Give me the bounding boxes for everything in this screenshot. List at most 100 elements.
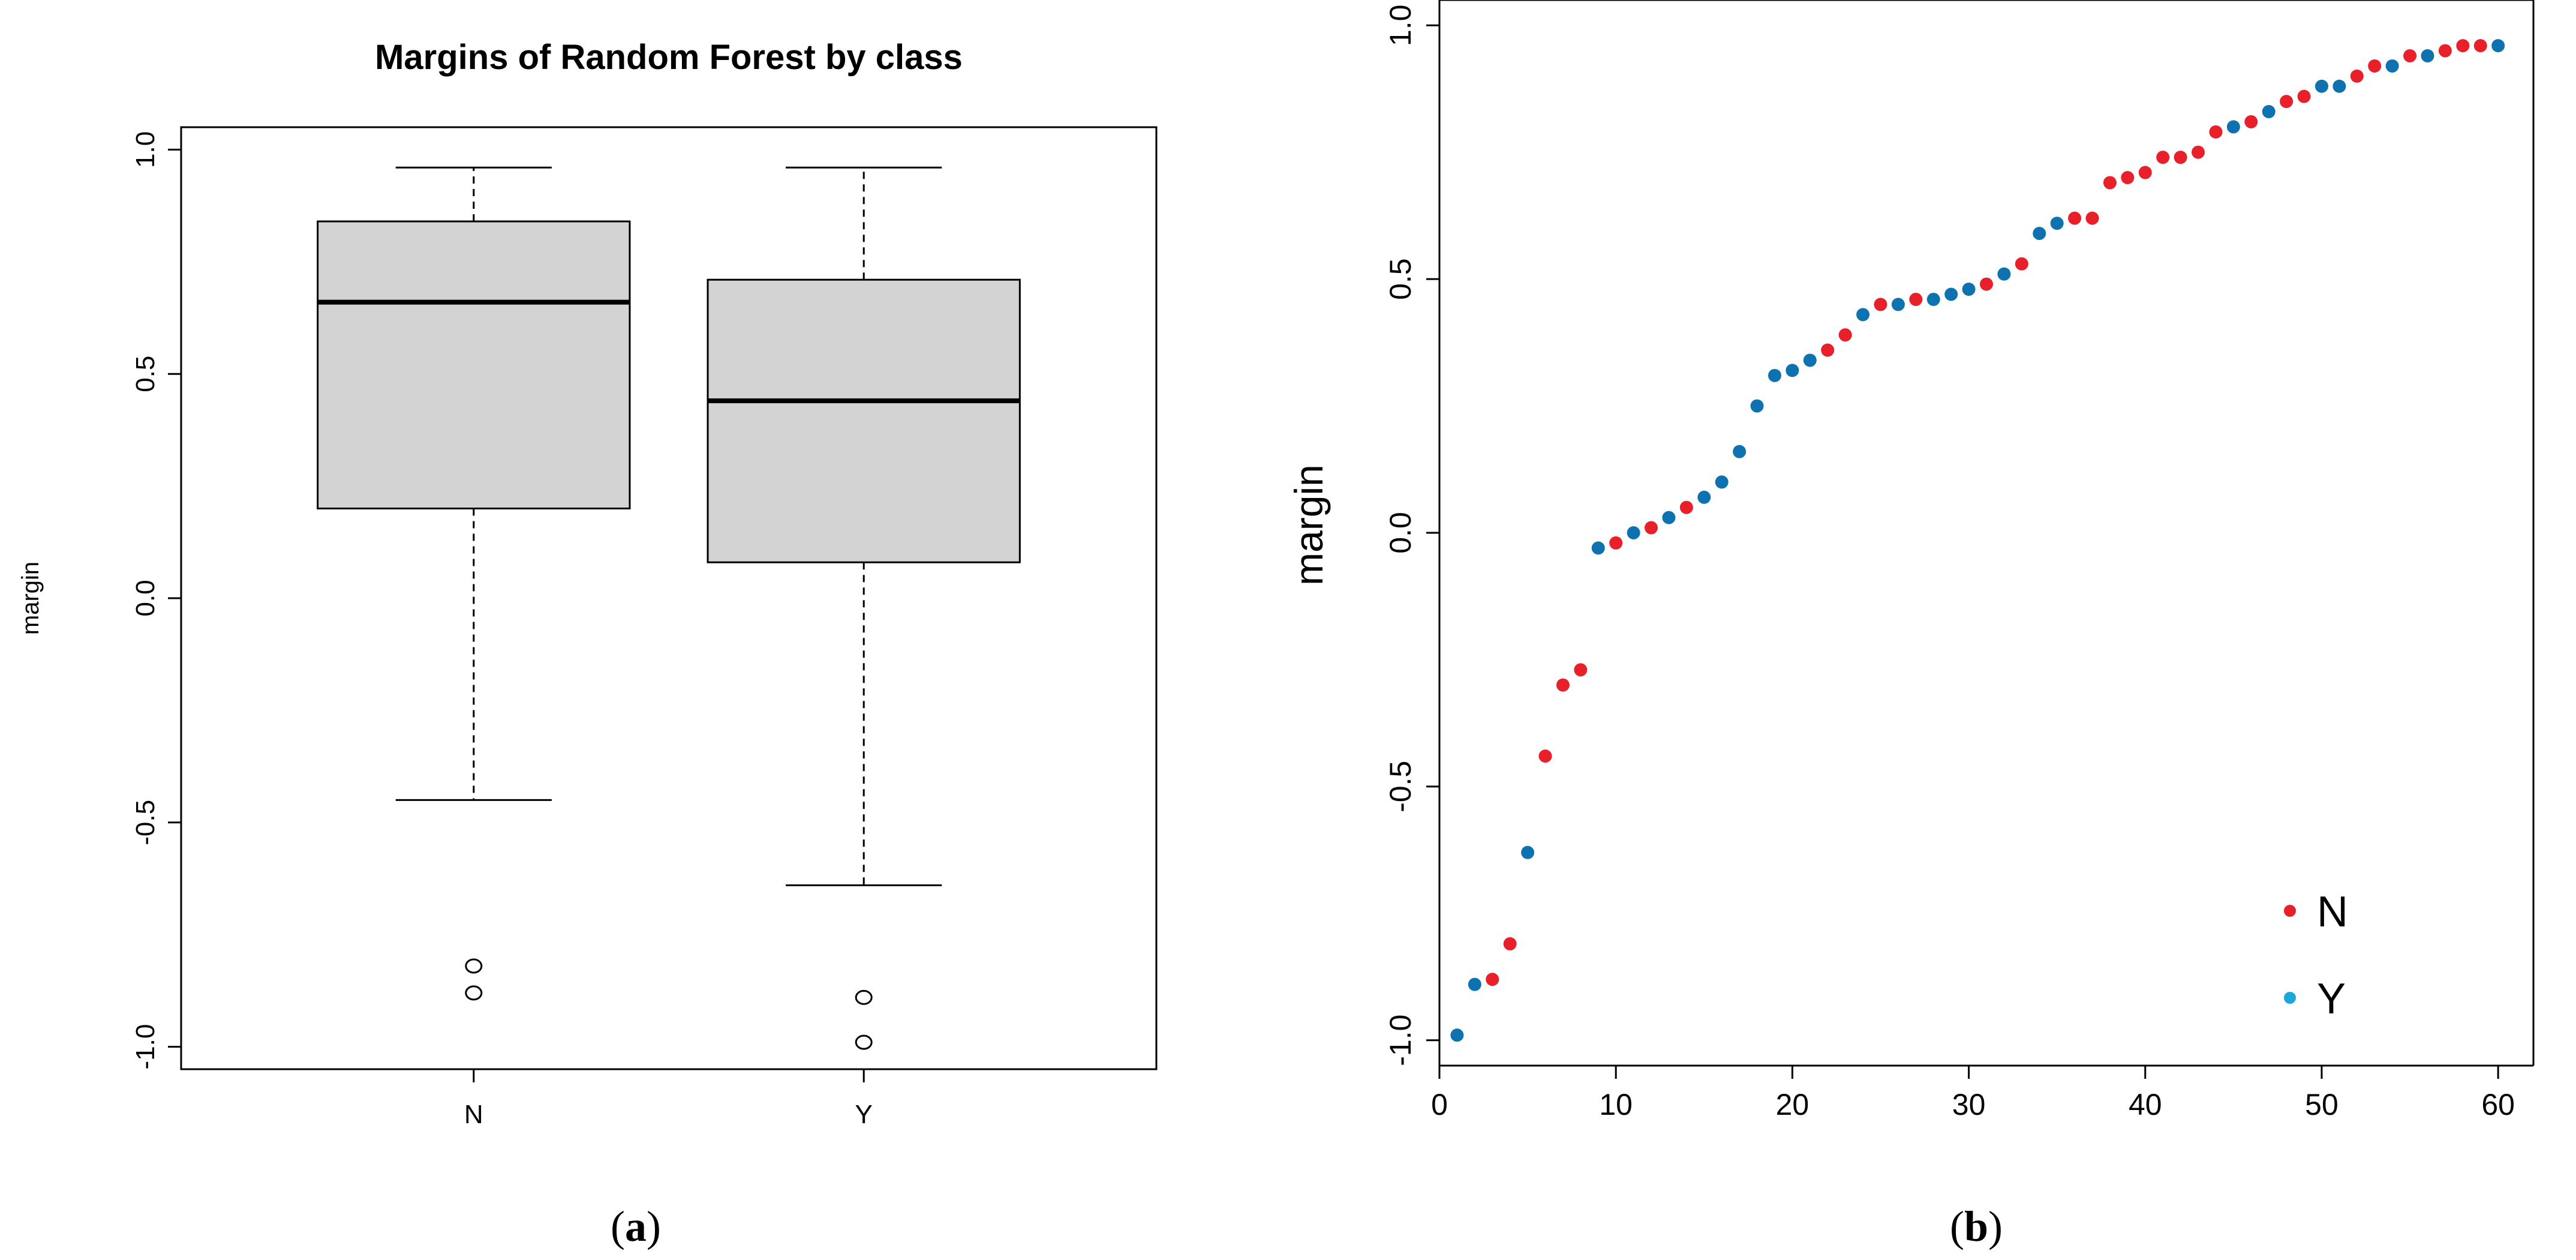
point-y [1856,308,1870,322]
point-n [1609,536,1623,550]
point-y [2332,79,2346,93]
panel-b-plot-area [1439,0,2533,1066]
legend-marker [2284,992,2296,1004]
panel-b-x-tick-label: 60 [2481,1088,2515,1121]
point-n [2209,125,2223,139]
panel-b-y-tick-label: 0.5 [1384,258,1417,300]
point-n [2015,257,2028,271]
panel-a-y-tick-label: 0.0 [131,580,160,616]
panel-b-points [1450,39,2505,1042]
point-n [2456,39,2470,53]
point-y [1591,541,1605,555]
panel-b-legend: NY [2284,888,2348,1023]
legend-entry-y: Y [2284,975,2346,1023]
point-n [2438,44,2452,58]
point-y [2050,217,2064,230]
point-n [2103,176,2117,190]
panel-a-y-tick-label: 1.0 [131,131,160,168]
point-n [1645,521,1658,535]
point-n [1556,678,1570,692]
point-n [2121,171,2135,184]
legend-label: Y [2317,975,2346,1023]
outlier-point [855,1034,873,1050]
panel-a-caption-letter: a [625,1202,647,1250]
panel-b-caption: (b) [1950,1202,2003,1250]
point-y [2262,105,2276,119]
legend-entry-n: N [2284,888,2348,936]
point-y [1803,353,1817,367]
point-n [1909,292,1923,306]
panel-b-y-tick-label: 0.0 [1384,512,1417,554]
point-n [1874,298,1887,311]
panel-a-caption: (a) [611,1202,661,1250]
point-y [1733,445,1747,458]
point-n [1838,328,1852,342]
panel-a-y-tick-label: 0.5 [131,356,160,392]
panel-a-title: Margins of Random Forest by class [375,38,963,77]
point-y [1715,475,1729,489]
point-y [2491,39,2505,53]
point-n [1679,500,1693,514]
point-y [1521,845,1535,859]
legend-marker [2284,905,2296,917]
panel-b-y-tick-label: -0.5 [1384,761,1417,812]
panel-b-y-axis-label: margin [1287,464,1331,586]
panel-a-y-tick-label: -0.5 [131,800,160,845]
point-n [1503,937,1517,951]
point-y [1662,511,1676,524]
point-y [2315,79,2328,93]
point-y [1997,267,2011,281]
point-n [2368,59,2382,73]
point-y [2033,227,2046,241]
point-y [2421,49,2434,63]
box-iqr [317,220,631,509]
point-y [1944,287,1958,301]
outlier-point [465,958,483,974]
point-n [2280,95,2294,109]
point-n [2403,49,2417,63]
point-y [1891,298,1905,311]
panel-b-x-tick-label: 10 [1599,1088,1633,1121]
panel-a-y-axis-label: margin [17,562,44,635]
panel-a-boxes [317,166,1021,1050]
point-y [1926,292,1940,306]
legend-label: N [2317,888,2348,936]
outlier-point [855,989,873,1005]
point-y [1697,490,1711,504]
panel-b-y-tick-label: -1.0 [1384,1015,1417,1066]
panel-b-y-tick-label: 1.0 [1384,5,1417,47]
point-n [1980,277,1993,291]
point-n [2350,69,2364,83]
panel-a-y-axis: -1.0 -0.5 0.0 0.5 1.0 [131,131,181,1070]
panel-a-boxplot: Margins of Random Forest by class -1.0 -0… [17,38,1158,1250]
point-n [2473,39,2487,53]
point-y [1962,283,1976,296]
panel-a-x-tick-label: N [464,1100,483,1129]
point-y [1750,399,1764,413]
panel-b-caption-letter: b [1964,1202,1988,1250]
point-n [1574,663,1588,677]
panel-a-y-tick-label: -1.0 [131,1024,160,1070]
point-y [1627,526,1640,539]
box-n [317,166,631,1001]
point-y [2226,120,2240,134]
point-n [2085,211,2099,225]
point-n [2297,89,2311,103]
point-y [1786,364,1799,377]
panel-b-scatter: -1.0 -0.5 0.0 0.5 1.0 0 10 20 30 40 50 60 margin N… [1287,0,2535,1250]
panel-b-x-tick-label: 40 [2129,1088,2162,1121]
point-y [1768,368,1781,382]
point-n [2138,166,2152,179]
panel-b-x-tick-label: 0 [1431,1088,1448,1121]
point-n [2174,151,2187,164]
point-y [2385,59,2399,73]
panel-b-x-tick-label: 20 [1776,1088,1809,1121]
point-n [2068,211,2082,225]
box-y [707,166,1021,1050]
point-n [2244,115,2258,128]
point-n [2156,151,2170,164]
point-n [2192,145,2205,159]
point-n [1538,749,1552,763]
